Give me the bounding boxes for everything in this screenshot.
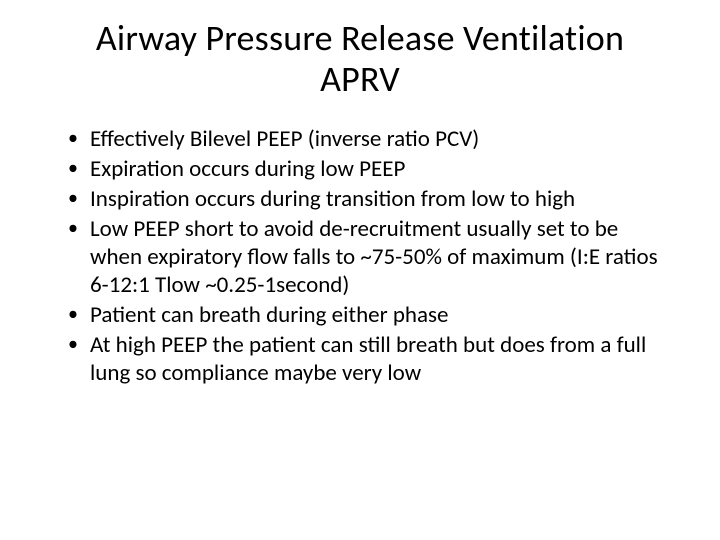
bullet-list: Effectively Bilevel PEEP (inverse ratio … xyxy=(40,125,680,387)
slide: Airway Pressure Release Ventilation APRV… xyxy=(0,0,720,540)
bullet-text: Effectively Bilevel PEEP (inverse ratio … xyxy=(90,125,479,153)
title-line-1: Airway Pressure Release Ventilation xyxy=(96,16,624,60)
list-item: Low PEEP short to avoid de-recruitment u… xyxy=(68,215,670,299)
bullet-text: Low PEEP short to avoid de-recruitment u… xyxy=(90,215,658,299)
list-item: Expiration occurs during low PEEP xyxy=(68,155,670,183)
bullet-text: Expiration occurs during low PEEP xyxy=(90,155,405,183)
bullet-text: At high PEEP the patient can still breat… xyxy=(90,331,646,387)
bullet-text: Inspiration occurs during transition fro… xyxy=(90,185,575,213)
bullet-text: Patient can breath during either phase xyxy=(90,301,448,329)
title-line-2: APRV xyxy=(320,57,400,101)
list-item: Patient can breath during either phase xyxy=(68,301,670,329)
slide-title: Airway Pressure Release Ventilation APRV xyxy=(40,18,680,101)
list-item: Effectively Bilevel PEEP (inverse ratio … xyxy=(68,125,670,153)
list-item: Inspiration occurs during transition fro… xyxy=(68,185,670,213)
list-item: At high PEEP the patient can still breat… xyxy=(68,331,670,387)
